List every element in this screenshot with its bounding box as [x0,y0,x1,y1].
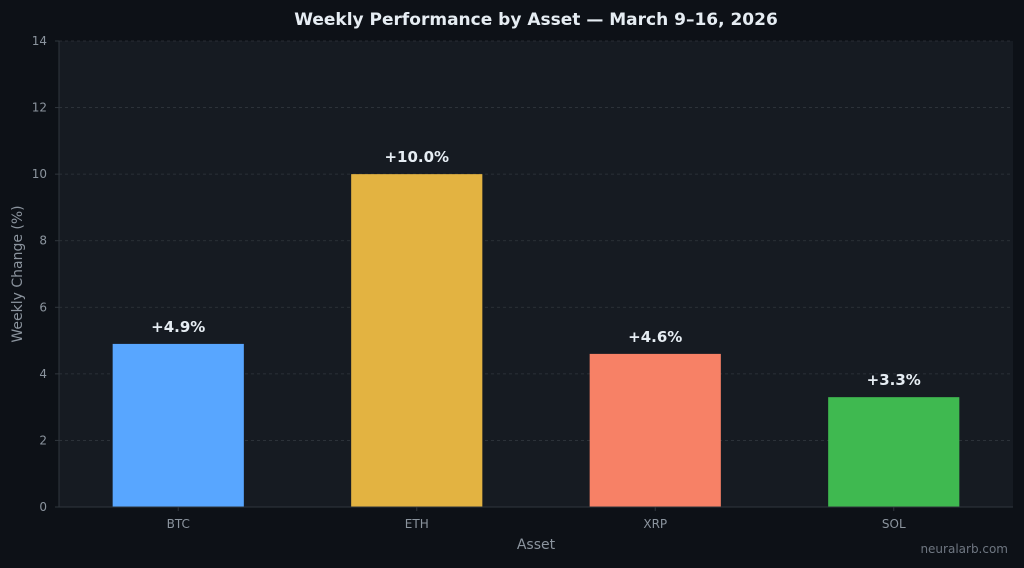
bar-btc [112,343,244,507]
watermark-text: neuralarb.com [920,542,1008,556]
bars [112,174,960,507]
grid-lines [59,40,1013,441]
bar-eth [351,174,483,507]
data-label-eth: +10.0% [384,148,449,166]
x-tick-label-sol: SOL [882,517,906,531]
x-axis-label: Asset [517,537,556,553]
y-axis-ticks: 0 2 4 6 8 10 12 14 [32,34,59,514]
data-label-xrp: +4.6% [628,328,682,346]
y-tick-label: 2 [39,433,47,447]
y-tick-label: 6 [39,300,47,314]
x-tick-label-eth: ETH [405,517,429,531]
data-label-sol: +3.3% [867,371,921,389]
x-axis-ticks: BTC ETH XRP SOL [167,507,906,531]
y-tick-label: 0 [39,500,47,514]
y-tick-label: 4 [39,367,47,381]
x-tick-label-btc: BTC [167,517,190,531]
y-tick-label: 14 [32,34,47,48]
data-labels: +4.9% +10.0% +4.6% +3.3% [151,148,921,389]
data-label-btc: +4.9% [151,318,205,336]
y-tick-label: 8 [39,234,47,248]
x-tick-label-xrp: XRP [643,517,667,531]
y-tick-label: 10 [32,167,47,181]
bar-sol [828,397,960,507]
y-tick-label: 12 [32,101,47,115]
chart-title: Weekly Performance by Asset — March 9–16… [294,10,778,30]
bar-xrp [589,353,721,507]
y-axis-label: Weekly Change (%) [10,205,26,342]
